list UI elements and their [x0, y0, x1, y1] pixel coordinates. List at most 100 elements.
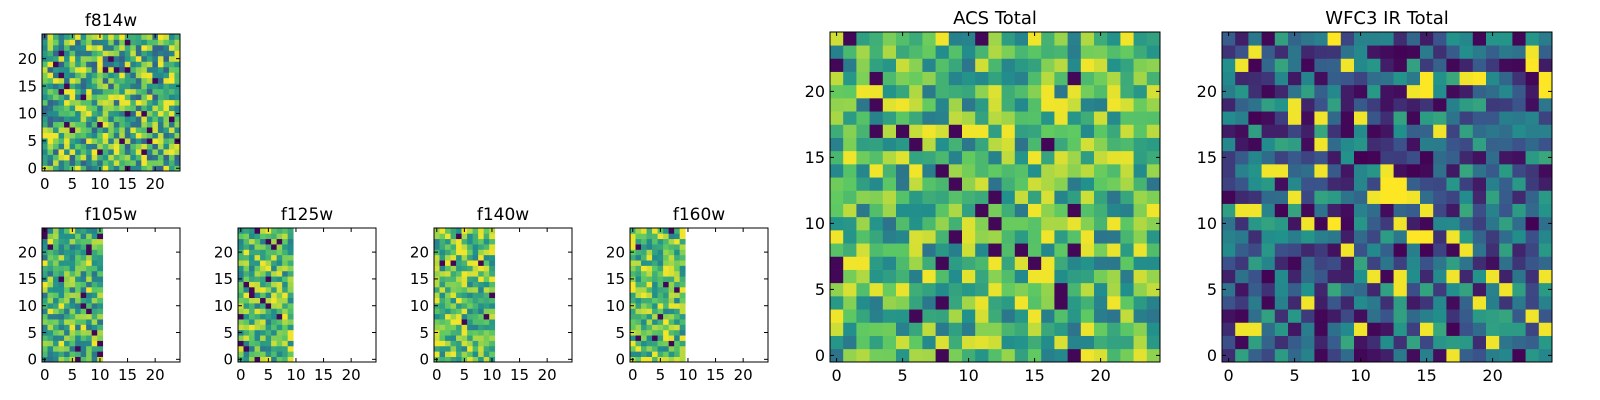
heatmap-cell: [91, 329, 98, 336]
heatmap-cell: [102, 44, 109, 51]
heatmap-cell: [1094, 58, 1108, 72]
heatmap-cell: [975, 190, 989, 204]
heatmap-cell: [64, 154, 70, 161]
heatmap-cell: [42, 265, 48, 272]
heatmap-cell: [467, 270, 473, 277]
heatmap-cell: [157, 55, 164, 62]
heatmap-cell: [1261, 58, 1276, 72]
heatmap-cell: [1512, 230, 1526, 244]
heatmap-cell: [1459, 150, 1474, 165]
heatmap-cell: [1235, 177, 1249, 191]
heatmap-cell: [1301, 230, 1315, 244]
heatmap-cell: [962, 203, 976, 218]
heatmap-cell: [962, 282, 976, 297]
heatmap-cell: [42, 105, 48, 112]
heatmap-cell: [674, 254, 681, 261]
heatmap-cell: [674, 297, 681, 304]
x-tick-label: 5: [68, 175, 78, 193]
heatmap-cell: [1525, 124, 1540, 138]
heatmap-cell: [168, 39, 175, 46]
heatmap-cell: [1014, 335, 1029, 350]
heatmap-cell: [909, 309, 923, 323]
heatmap-cell: [434, 260, 440, 266]
heatmap-cell: [679, 335, 686, 341]
heatmap-cell: [975, 296, 989, 310]
heatmap-cell: [1014, 71, 1029, 86]
heatmap-cell: [1107, 309, 1121, 323]
heatmap-cell: [108, 165, 115, 172]
heatmap-cell: [47, 50, 54, 57]
heatmap-cell: [75, 44, 81, 51]
heatmap-cell: [282, 228, 289, 234]
heatmap-cell: [1420, 137, 1434, 152]
heatmap-cell: [265, 351, 272, 357]
heatmap-cell: [135, 160, 142, 166]
heatmap-cell: [843, 32, 857, 46]
heatmap-cell: [91, 121, 98, 128]
heatmap-cell: [962, 111, 976, 125]
heatmap-cell: [1340, 58, 1355, 72]
heatmap-cell: [58, 276, 65, 282]
heatmap-cell: [478, 260, 485, 266]
y-tick-label: 0: [815, 346, 825, 365]
heatmap-cell: [1274, 58, 1289, 72]
heatmap-cell: [108, 143, 115, 150]
heatmap-cell: [1420, 348, 1434, 363]
heatmap-cell: [42, 351, 48, 357]
heatmap-cell: [97, 313, 104, 320]
heatmap-cell: [1067, 243, 1082, 257]
heatmap-cell: [1327, 111, 1342, 125]
heatmap-cell: [472, 356, 479, 363]
heatmap-cell: [135, 34, 142, 40]
heatmap-cell: [1001, 190, 1016, 204]
heatmap-cell: [1327, 98, 1342, 112]
heatmap-cell: [635, 270, 642, 277]
heatmap-cell: [869, 335, 884, 350]
heatmap-cell: [1248, 309, 1262, 323]
heatmap-cell: [922, 256, 936, 270]
heatmap-cell: [1433, 45, 1447, 59]
heatmap-cell: [254, 254, 261, 261]
heatmap-cell: [1406, 203, 1421, 218]
heatmap-cell: [1525, 243, 1540, 257]
y-tick-label: 10: [410, 297, 429, 315]
heatmap-cell: [1248, 32, 1262, 46]
heatmap-cell: [238, 292, 244, 299]
heatmap-cell: [276, 297, 283, 304]
heatmap-cell: [456, 324, 462, 331]
heatmap-cell: [287, 244, 294, 250]
heatmap-cell: [75, 324, 81, 331]
heatmap-cell: [456, 335, 462, 341]
heatmap-cell: [948, 177, 963, 191]
heatmap-cell: [674, 340, 681, 347]
heatmap-cell: [271, 345, 277, 352]
heatmap-cell: [119, 105, 126, 112]
heatmap-cell: [1120, 124, 1134, 138]
heatmap-cell: [1525, 256, 1540, 270]
heatmap-cell: [472, 270, 479, 277]
x-tick-label: 20: [734, 366, 753, 384]
heatmap-cell: [243, 281, 250, 288]
heatmap-cell: [58, 143, 65, 150]
heatmap-cell: [652, 313, 658, 320]
heatmap-cell: [1380, 269, 1394, 284]
heatmap-cell: [64, 132, 70, 139]
heatmap-cell: [1538, 230, 1553, 244]
heatmap-cell: [663, 345, 669, 352]
heatmap-cell: [843, 71, 857, 86]
heatmap-cell: [922, 322, 936, 336]
heatmap-cell: [152, 61, 159, 68]
heatmap-cell: [58, 254, 65, 261]
heatmap-cell: [456, 292, 462, 299]
heatmap-cell: [1380, 348, 1394, 363]
heatmap-cell: [1028, 71, 1042, 86]
heatmap-cell: [1301, 58, 1315, 72]
heatmap-cell: [58, 260, 65, 266]
heatmap-cell: [882, 269, 897, 284]
heatmap-cell: [668, 335, 675, 341]
heatmap-cell: [47, 281, 54, 288]
heatmap-cell: [450, 340, 457, 347]
heatmap-cell: [935, 45, 950, 59]
heatmap-cell: [75, 308, 81, 315]
